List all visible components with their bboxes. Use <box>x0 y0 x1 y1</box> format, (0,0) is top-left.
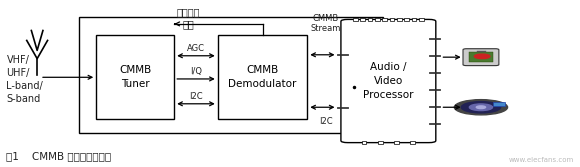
Text: CMMB
Demodulator: CMMB Demodulator <box>229 65 297 89</box>
Bar <box>412 18 416 21</box>
Text: CMMB
Stream: CMMB Stream <box>311 14 341 33</box>
Bar <box>338 107 348 108</box>
Bar <box>353 18 357 21</box>
Bar <box>390 18 394 21</box>
Text: I2C: I2C <box>319 117 333 126</box>
Bar <box>429 72 440 73</box>
Text: I2C: I2C <box>189 92 203 101</box>
Bar <box>429 38 440 39</box>
Bar <box>218 35 307 119</box>
Bar <box>429 89 440 90</box>
FancyBboxPatch shape <box>469 52 493 62</box>
FancyBboxPatch shape <box>492 102 505 106</box>
Text: www.elecfans.com: www.elecfans.com <box>508 157 574 163</box>
Bar <box>419 18 424 21</box>
Bar <box>378 141 383 144</box>
Circle shape <box>461 102 501 113</box>
Bar <box>397 18 402 21</box>
Bar <box>368 18 372 21</box>
Bar <box>404 18 409 21</box>
Text: Audio /
Video
Processor: Audio / Video Processor <box>363 62 414 100</box>
Bar <box>362 141 367 144</box>
Circle shape <box>474 54 490 59</box>
Circle shape <box>469 104 492 111</box>
Text: CMMB
Tuner: CMMB Tuner <box>119 65 151 89</box>
Circle shape <box>476 106 485 109</box>
Bar <box>411 141 415 144</box>
Text: 时隙开关
控制: 时隙开关 控制 <box>177 7 201 29</box>
Bar <box>360 18 365 21</box>
FancyBboxPatch shape <box>463 49 499 66</box>
Text: I/Q: I/Q <box>190 67 202 76</box>
Bar <box>79 17 383 133</box>
Bar <box>382 18 387 21</box>
Text: 图1    CMMB 接收终端框图。: 图1 CMMB 接收终端框图。 <box>6 151 111 161</box>
Bar <box>429 123 440 124</box>
FancyBboxPatch shape <box>341 19 436 143</box>
Bar <box>394 141 399 144</box>
Bar <box>375 18 380 21</box>
Bar <box>429 55 440 56</box>
Bar <box>429 106 440 107</box>
Bar <box>96 35 174 119</box>
Text: VHF/
UHF/
L-band/
S-band: VHF/ UHF/ L-band/ S-band <box>6 55 44 104</box>
Bar <box>338 54 348 55</box>
Circle shape <box>454 100 508 115</box>
Text: AGC: AGC <box>187 44 205 53</box>
